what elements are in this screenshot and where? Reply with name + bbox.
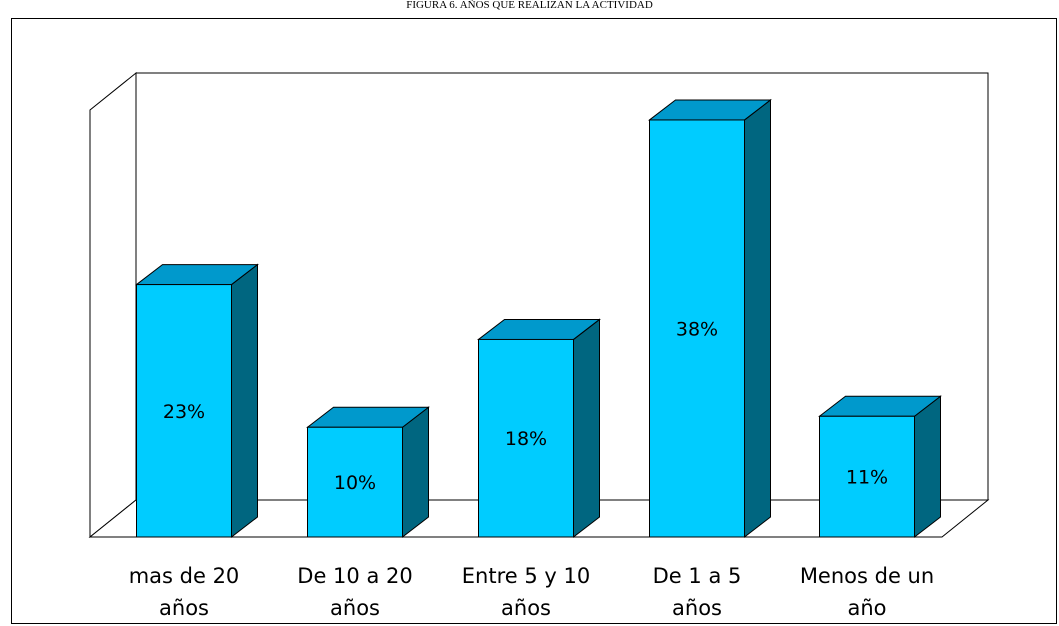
- x-tick-label: Entre 5 y 10: [462, 564, 590, 588]
- x-tick-label: De 10 a 20: [297, 564, 412, 588]
- data-label: 10%: [334, 472, 376, 494]
- chart-bars: [135, 98, 942, 539]
- bar: [648, 98, 772, 539]
- bar-side: [231, 263, 258, 539]
- x-tick-label: De 1 a 5: [653, 564, 742, 588]
- bar-front: [478, 338, 574, 538]
- x-tick-label: año: [847, 596, 886, 620]
- bar: [306, 406, 430, 539]
- bar-side: [914, 395, 941, 539]
- side-wall: [89, 71, 137, 539]
- chart-x-tick-labels: mas de 20 años De 10 a 20 años Entre 5 y 10 a…: [129, 564, 934, 620]
- bar-side: [573, 318, 600, 539]
- x-tick-label: años: [159, 596, 209, 620]
- x-tick-label: mas de 20: [129, 564, 240, 588]
- bar-side: [402, 406, 429, 539]
- bar-front: [307, 426, 403, 538]
- bar: [135, 263, 259, 539]
- x-tick-label: años: [501, 596, 551, 620]
- chart-title: FIGURA 6. AÑOS QUE REALIZAN LA ACTIVIDAD: [406, 0, 653, 11]
- bar: [818, 395, 942, 539]
- chart-area: [11, 18, 1057, 624]
- bar-front: [819, 415, 915, 538]
- data-label: 11%: [846, 467, 888, 489]
- bar-front: [649, 119, 745, 538]
- x-tick-label: años: [330, 596, 380, 620]
- data-label: 18%: [505, 428, 547, 450]
- chart-walls: [88, 71, 990, 539]
- data-label: 38%: [676, 318, 718, 340]
- x-tick-label: años: [672, 596, 722, 620]
- bar: [477, 318, 601, 539]
- bar-front: [136, 284, 232, 538]
- chart-data-labels: 23% 10% 18% 38% 11%: [163, 318, 888, 494]
- x-tick-label: Menos de un: [800, 564, 934, 588]
- bar-side: [744, 98, 771, 539]
- data-label: 23%: [163, 401, 205, 423]
